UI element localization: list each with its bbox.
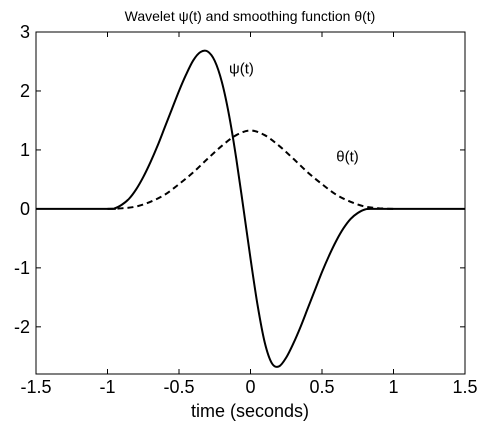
annotation-layer: ψ(t) θ(t) — [229, 60, 359, 165]
x-tick-label: 0 — [245, 377, 255, 397]
chart-title: Wavelet ψ(t) and smoothing function θ(t) — [125, 8, 376, 24]
psi-curve — [36, 51, 465, 367]
x-tick-label: 1 — [388, 377, 398, 397]
x-axis-label: time (seconds) — [191, 401, 309, 421]
plot-area-frame — [36, 32, 465, 374]
series-layer — [36, 51, 465, 367]
y-tick-label: -2 — [14, 317, 30, 337]
y-tick-label: -1 — [14, 258, 30, 278]
y-tick-label: 3 — [20, 22, 30, 42]
theta-curve — [108, 130, 394, 208]
y-tick-label: 1 — [20, 140, 30, 160]
x-tick-label: -1.5 — [20, 377, 51, 397]
y-tick-label: 0 — [20, 199, 30, 219]
x-tick-label: -0.5 — [163, 377, 194, 397]
x-tick-label: 1.5 — [452, 377, 477, 397]
x-tick-label: -1 — [99, 377, 115, 397]
theta-curve-label: θ(t) — [336, 149, 359, 166]
y-tick-label: 2 — [20, 81, 30, 101]
x-tick-label: 0.5 — [309, 377, 334, 397]
psi-curve-label: ψ(t) — [229, 60, 254, 77]
